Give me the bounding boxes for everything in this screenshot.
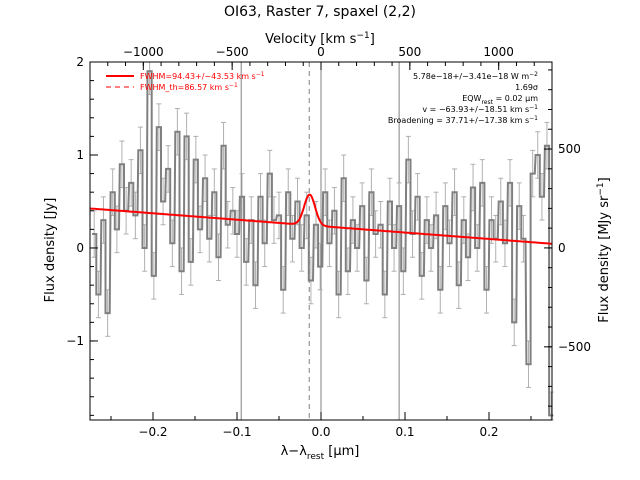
top-axis-label-end: ] <box>370 32 375 47</box>
legend-entry-fwhm-main: FWHM=94.43+/−43.53 km s <box>140 72 256 81</box>
x-axis-label-main: λ−λ <box>281 444 308 459</box>
right-axis-label: Flux density [MJy sr−1] <box>596 177 612 322</box>
right-tick-label: 0 <box>558 241 566 255</box>
annotation-line-sigma: 1.69σ <box>515 83 538 92</box>
fit-line <box>89 193 553 245</box>
legend-entry-fwhm-th: FWHM_th=86.57 km s−1 <box>140 82 238 92</box>
top-tick-label: 0 <box>317 45 325 59</box>
legend-entry-fwhm-sup: −1 <box>256 71 265 78</box>
right-axis-label-main: Flux density [MJy sr <box>597 195 612 323</box>
top-tick-label: 1000 <box>483 45 514 59</box>
x-tick-label: 0.2 <box>479 425 498 439</box>
right-axis-label-end: ] <box>597 177 612 182</box>
right-tick-label: −500 <box>558 340 591 354</box>
top-tick-label: −1000 <box>123 45 164 59</box>
annotation-line-eqw-sub: rest <box>481 99 493 106</box>
top-axis-label: Velocity [km s−1] <box>265 31 375 47</box>
annotation-line-eqw-main: EQW <box>462 94 481 103</box>
annotation-line-broadening-main: Broadening = 37.71+/−17.38 km s <box>388 116 529 125</box>
x-axis-label-sub: rest <box>307 452 325 462</box>
tick-marks <box>90 61 552 420</box>
annotation-line-velocity-sup: −1 <box>529 104 538 111</box>
annotation-line-velocity: v = −63.93+/−18.51 km s−1 <box>422 104 538 114</box>
top-tick-label: −500 <box>216 45 249 59</box>
x-axis-label-unit: [μm] <box>324 444 359 459</box>
annotation-line-velocity-main: v = −63.93+/−18.51 km s <box>422 105 529 114</box>
y-tick-label: 0 <box>76 241 84 255</box>
annotation-line-broadening: Broadening = 37.71+/−17.38 km s−1 <box>388 115 538 125</box>
y-tick-label: 2 <box>76 55 84 69</box>
reference-lines <box>240 62 400 420</box>
right-tick-label: 500 <box>558 142 581 156</box>
x-tick-label: 0.0 <box>311 425 330 439</box>
tick-labels: −0.2 −0.1 0.0 0.1 0.2 −1000 −500 0 500 1000 −1 0 1 2 −… <box>66 45 591 439</box>
annotation-line-broadening-sup: −1 <box>529 115 538 122</box>
y-tick-label: 1 <box>76 148 84 162</box>
legend-entry-fwhm-th-sup: −1 <box>229 82 238 89</box>
x-tick-label: −0.1 <box>222 425 251 439</box>
top-axis-label-main: Velocity [km s <box>265 32 357 47</box>
x-tick-label: −0.2 <box>138 425 167 439</box>
legend: FWHM=94.43+/−43.53 km s−1 FWHM_th=86.57 … <box>106 71 265 92</box>
annotation-line-flux-main: 5.78e−18+/−3.41e−18 W m <box>413 72 529 81</box>
top-tick-label: 500 <box>398 45 421 59</box>
legend-entry-fwhm-th-main: FWHM_th=86.57 km s <box>140 83 229 92</box>
chart-title: OI63, Raster 7, spaxel (2,2) <box>224 4 416 20</box>
fit-series <box>89 193 553 245</box>
annotation-line-eqw-value: = 0.02 μm <box>493 94 538 103</box>
x-tick-label: 0.1 <box>395 425 414 439</box>
x-axis-label: λ−λrest [μm] <box>281 444 360 462</box>
annotation-line-flux: 5.78e−18+/−3.41e−18 W m−2 <box>413 71 538 81</box>
y-tick-label: −1 <box>66 334 84 348</box>
annotation-line-eqw: EQWrest = 0.02 μm <box>462 94 538 106</box>
legend-entry-fwhm: FWHM=94.43+/−43.53 km s−1 <box>140 71 265 81</box>
fit-annotations: 5.78e−18+/−3.41e−18 W m−2 1.69σ EQWrest … <box>388 71 538 125</box>
right-axis-label-sup: −1 <box>596 182 606 195</box>
top-axis-label-sup: −1 <box>356 31 369 41</box>
y-axis-label: Flux density [Jy] <box>43 198 58 303</box>
annotation-line-flux-sup: −2 <box>529 71 538 78</box>
